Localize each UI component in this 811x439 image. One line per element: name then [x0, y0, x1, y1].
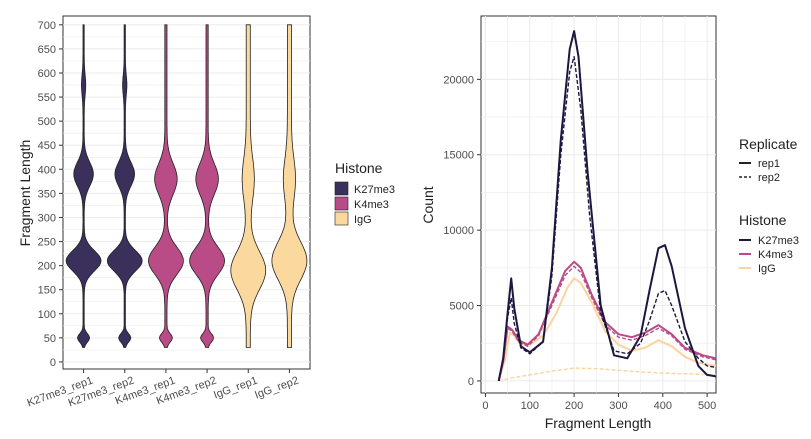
violin-y-tick-label: 700 [38, 20, 56, 32]
replicate-legend: Replicate rep1 rep2 [739, 136, 798, 184]
violin-chart: 0 50 100 150 200 250 300 350 400 450 500 550 600 650 7… [17, 15, 395, 409]
line-x-tick-label: 100 [521, 400, 539, 412]
line-y-tick-label: 20000 [443, 74, 474, 86]
line-x-tick-label: 200 [565, 400, 583, 412]
violin-y-tick-label: 50 [44, 333, 56, 345]
replicate-legend-label: rep2 [758, 172, 780, 184]
line-x-tick-label: 400 [654, 400, 672, 412]
histone-line-legend-label: K27me3 [758, 235, 799, 247]
violin-plot-panel [62, 15, 311, 370]
violin-legend-label: K4me3 [354, 199, 389, 211]
histone-line-legend-title: Histone [739, 212, 787, 228]
violin-legend-label: K27me3 [354, 184, 395, 196]
violin-y-tick-label: 100 [38, 309, 56, 321]
violin-y-tick-label: 200 [38, 261, 56, 273]
violin-legend-swatch [334, 196, 349, 211]
violin-y-tick-label: 250 [38, 237, 56, 249]
line-y-axis-label: Count [420, 186, 436, 223]
line-y-tick-label: 10000 [443, 225, 474, 237]
line-series-K4me3-rep1 [497, 260, 717, 382]
violin-K27me3_rep2 [106, 24, 143, 348]
violin-K4me3_rep1 [147, 24, 184, 348]
violin-shapes [65, 24, 308, 348]
violin-legend: Histone K27me3 K4me3 IgG [334, 160, 395, 226]
line-y-tick-label: 0 [468, 376, 474, 388]
line-series-IgG-rep2 [498, 367, 717, 382]
histone-line-legend-label: IgG [758, 263, 776, 275]
histone-line-legend-label: K4me3 [758, 249, 793, 261]
violin-K4me3_rep2 [189, 24, 226, 348]
violin-IgG_rep1 [230, 24, 267, 348]
violin-y-axis-label: Fragment Length [17, 140, 33, 247]
violin-y-tick-label: 0 [50, 357, 56, 369]
replicate-legend-title: Replicate [739, 136, 798, 152]
line-series-K27me3-rep2 [498, 56, 717, 382]
line-x-axis-label: Fragment Length [545, 415, 652, 431]
violin-x-ticks: K27me3_rep1K27me3_rep2K4me3_rep1K4me3_re… [26, 369, 300, 409]
line-x-tick-label: 0 [482, 400, 488, 412]
violin-IgG_rep2 [271, 24, 308, 348]
violin-x-tick-label: IgG_rep2 [253, 375, 300, 402]
violin-legend-items: K27me3 K4me3 IgG [334, 181, 395, 226]
violin-y-ticks: 0 50 100 150 200 250 300 350 400 450 500 550 600 650 7… [38, 20, 63, 369]
replicate-legend-label: rep1 [758, 158, 780, 170]
histone-line-legend: Histone K27me3 K4me3 IgG [739, 212, 799, 275]
violin-y-tick-label: 300 [38, 212, 56, 224]
violin-K27me3_rep1 [65, 24, 102, 348]
line-chart: 0 5000 10000 15000 20000 0 100 200 300 400 500 Fr… [420, 15, 799, 431]
violin-y-tick-label: 500 [38, 116, 56, 128]
violin-legend-title: Histone [335, 160, 383, 176]
violin-y-tick-label: 650 [38, 44, 56, 56]
violin-legend-swatch [334, 181, 349, 196]
line-plot-panel [480, 15, 717, 394]
histone-line-legend-items: K27me3 K4me3 IgG [739, 235, 799, 275]
violin-y-tick-label: 150 [38, 285, 56, 297]
line-y-tick-label: 15000 [443, 150, 474, 162]
violin-y-tick-label: 600 [38, 68, 56, 80]
line-y-tick-label: 5000 [450, 301, 474, 313]
replicate-legend-items: rep1 rep2 [739, 158, 780, 184]
violin-y-tick-label: 550 [38, 92, 56, 104]
violin-x-tick-label: IgG_rep1 [212, 375, 259, 402]
line-x-tick-label: 300 [609, 400, 627, 412]
violin-y-tick-label: 450 [38, 140, 56, 152]
line-y-ticks: 0 5000 10000 15000 20000 [443, 74, 481, 388]
violin-legend-label: IgG [354, 214, 372, 226]
line-series [497, 30, 717, 382]
violin-y-tick-label: 350 [38, 188, 56, 200]
violin-legend-swatch [334, 211, 349, 226]
line-x-tick-label: 500 [698, 400, 716, 412]
line-series-K27me3-rep1 [497, 30, 717, 382]
violin-y-tick-label: 400 [38, 164, 56, 176]
line-x-ticks: 0 100 200 300 400 500 [482, 393, 716, 412]
violin-gridlines [63, 24, 310, 363]
